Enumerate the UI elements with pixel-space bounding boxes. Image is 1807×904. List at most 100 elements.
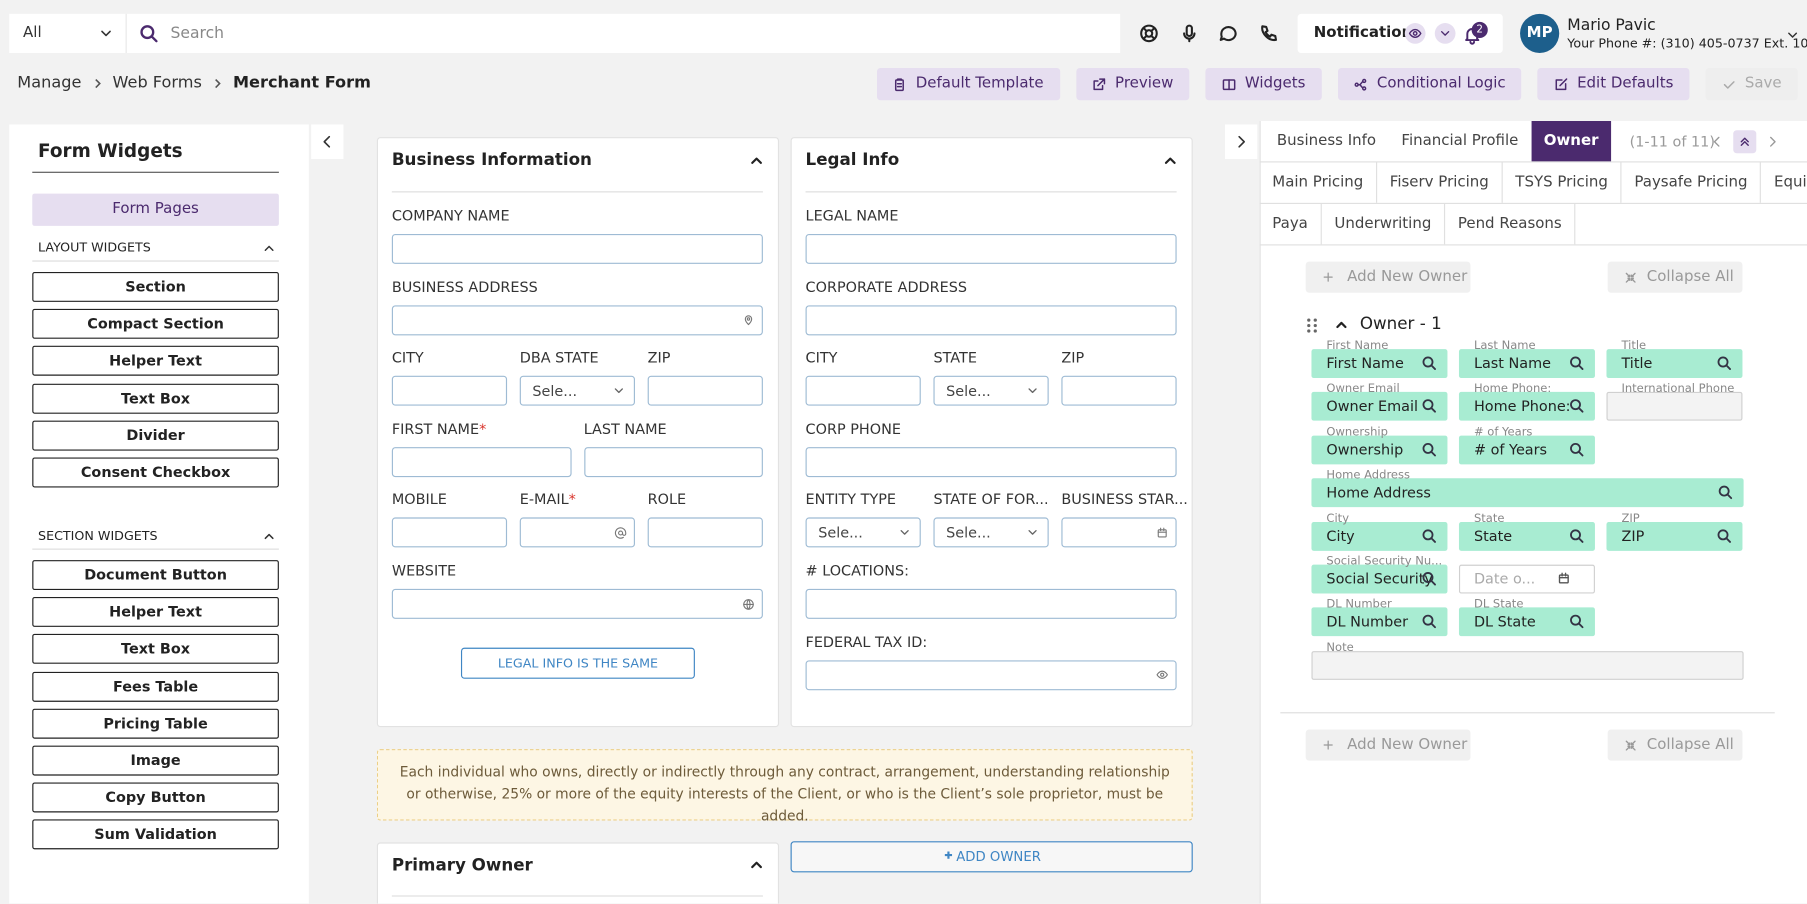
text-input[interactable] [391, 446, 572, 477]
icon [1625, 272, 1636, 283]
owner-field[interactable] [1458, 521, 1595, 551]
breadcrumb-item[interactable]: Manage [17, 73, 82, 93]
legal-same-button[interactable]: LEGAL INFO IS THE SAME [460, 647, 695, 679]
required-mark: * [479, 419, 487, 438]
text-input[interactable] [805, 304, 1177, 335]
owner-field[interactable] [1311, 650, 1744, 680]
text-input[interactable] [1061, 375, 1177, 406]
owner-field-value: DL Number [1326, 612, 1409, 631]
tab[interactable]: Underwriting [1322, 203, 1446, 244]
widget-button[interactable]: Copy Button [32, 782, 279, 813]
tab[interactable]: TSYS Pricing [1503, 162, 1622, 203]
sidebar-collapse[interactable] [311, 124, 344, 160]
field-label: BUSINESS STAR... [1061, 490, 1188, 509]
widget-button[interactable]: Text Box [32, 634, 279, 665]
icon [1717, 528, 1731, 543]
icon [1322, 272, 1333, 282]
text-input[interactable] [933, 517, 1049, 548]
owner-field[interactable] [1458, 435, 1595, 465]
owner-field[interactable] [1311, 607, 1448, 637]
owner-field-label: Note [1326, 641, 1354, 655]
collapse-all-button[interactable]: Collapse All [1607, 729, 1743, 761]
owner-field[interactable] [1458, 349, 1595, 378]
owner-field[interactable] [1458, 392, 1595, 422]
text-input[interactable] [583, 446, 763, 477]
breadcrumb-item[interactable]: Web Forms [112, 73, 202, 93]
widget-button[interactable]: Text Box [32, 383, 279, 414]
text-input[interactable] [933, 375, 1049, 406]
owner-field[interactable] [1311, 564, 1448, 594]
widget-button[interactable]: Pricing Table [32, 708, 279, 739]
tab[interactable]: Paya [1260, 203, 1322, 244]
owner-field-value: ZIP [1621, 526, 1645, 545]
tab[interactable]: Main Pricing [1260, 162, 1378, 203]
widget-button[interactable]: Sum Validation [32, 819, 279, 850]
toolbar-button[interactable]: Conditional Logic [1337, 67, 1522, 101]
field-label: LEGAL NAME [805, 206, 899, 225]
widget-button[interactable]: Fees Table [32, 671, 279, 702]
add-owner-button[interactable]: ADD OWNER [790, 841, 1193, 873]
tab[interactable]: Owner [1531, 121, 1612, 162]
search-box[interactable] [126, 13, 1121, 54]
toolbar-button[interactable]: Default Template [876, 67, 1060, 101]
owner-field[interactable] [1458, 564, 1595, 594]
widget-button[interactable]: Section [32, 271, 279, 302]
owner-field[interactable] [1311, 349, 1448, 378]
text-input[interactable] [391, 375, 508, 406]
widget-button[interactable]: Helper Text [32, 597, 279, 628]
panel-expand[interactable] [1225, 124, 1258, 160]
owner-field[interactable] [1311, 435, 1448, 465]
tab[interactable]: Financial Profile [1401, 132, 1519, 150]
widget-group-header: LAYOUT WIDGETS [38, 240, 151, 256]
text-input[interactable] [805, 375, 921, 406]
widget-button[interactable]: Compact Section [32, 309, 279, 340]
toolbar-button[interactable]: Edit Defaults [1537, 67, 1690, 101]
toolbar-button[interactable]: Save [1705, 67, 1798, 101]
collapse-all-button[interactable]: Collapse All [1607, 261, 1743, 293]
text-input[interactable] [391, 233, 763, 264]
widget-button[interactable]: Helper Text [32, 346, 279, 377]
notifications-box[interactable] [1297, 13, 1503, 54]
owner-field[interactable] [1311, 478, 1744, 508]
text-input[interactable] [391, 517, 508, 548]
owner-field[interactable] [1458, 607, 1595, 637]
pagination: (1-11 of 11) [1629, 132, 1715, 150]
icon [614, 388, 623, 394]
text-input[interactable] [805, 517, 921, 548]
text-input[interactable] [519, 517, 635, 548]
tab[interactable]: Paysafe Pricing [1622, 162, 1762, 203]
owner-field[interactable] [1311, 392, 1448, 422]
owner-field[interactable] [1606, 349, 1743, 378]
add-new-owner-button[interactable]: Add New Owner [1305, 261, 1471, 293]
owner-field[interactable] [1606, 521, 1743, 551]
owner-field[interactable] [1311, 521, 1448, 551]
text-input[interactable] [805, 446, 1177, 477]
tab[interactable]: Business Info [1276, 132, 1377, 150]
form-pages-button[interactable]: Form Pages [32, 193, 279, 226]
text-input[interactable] [805, 233, 1177, 264]
widget-button[interactable]: Divider [32, 420, 279, 451]
tab[interactable]: Fiserv Pricing [1377, 162, 1503, 203]
tab[interactable]: Pend Reasons [1445, 203, 1576, 244]
text-input[interactable] [391, 588, 763, 619]
tab[interactable]: Equipment [1761, 162, 1807, 202]
owner-field-value: Ownership [1326, 440, 1404, 458]
owner-field-value: DL State [1473, 612, 1536, 631]
icon [750, 861, 762, 868]
card-title: Legal Info [805, 151, 900, 170]
widget-button[interactable]: Document Button [32, 560, 279, 591]
text-input[interactable] [647, 517, 763, 548]
toolbar-button[interactable]: Widgets [1205, 67, 1322, 101]
text-input[interactable] [519, 375, 635, 406]
widget-button[interactable]: Consent Checkbox [32, 457, 279, 488]
text-input[interactable] [805, 588, 1177, 619]
owner-field[interactable] [1606, 392, 1743, 422]
text-input[interactable] [805, 659, 1177, 690]
text-input[interactable] [647, 375, 763, 406]
toolbar-button-label: Widgets [1244, 74, 1306, 93]
toolbar-button[interactable]: Preview [1075, 67, 1190, 101]
add-new-owner-button[interactable]: Add New Owner [1305, 729, 1471, 761]
widget-button[interactable]: Image [32, 745, 279, 776]
text-input[interactable] [391, 304, 763, 335]
icon [1222, 78, 1236, 90]
